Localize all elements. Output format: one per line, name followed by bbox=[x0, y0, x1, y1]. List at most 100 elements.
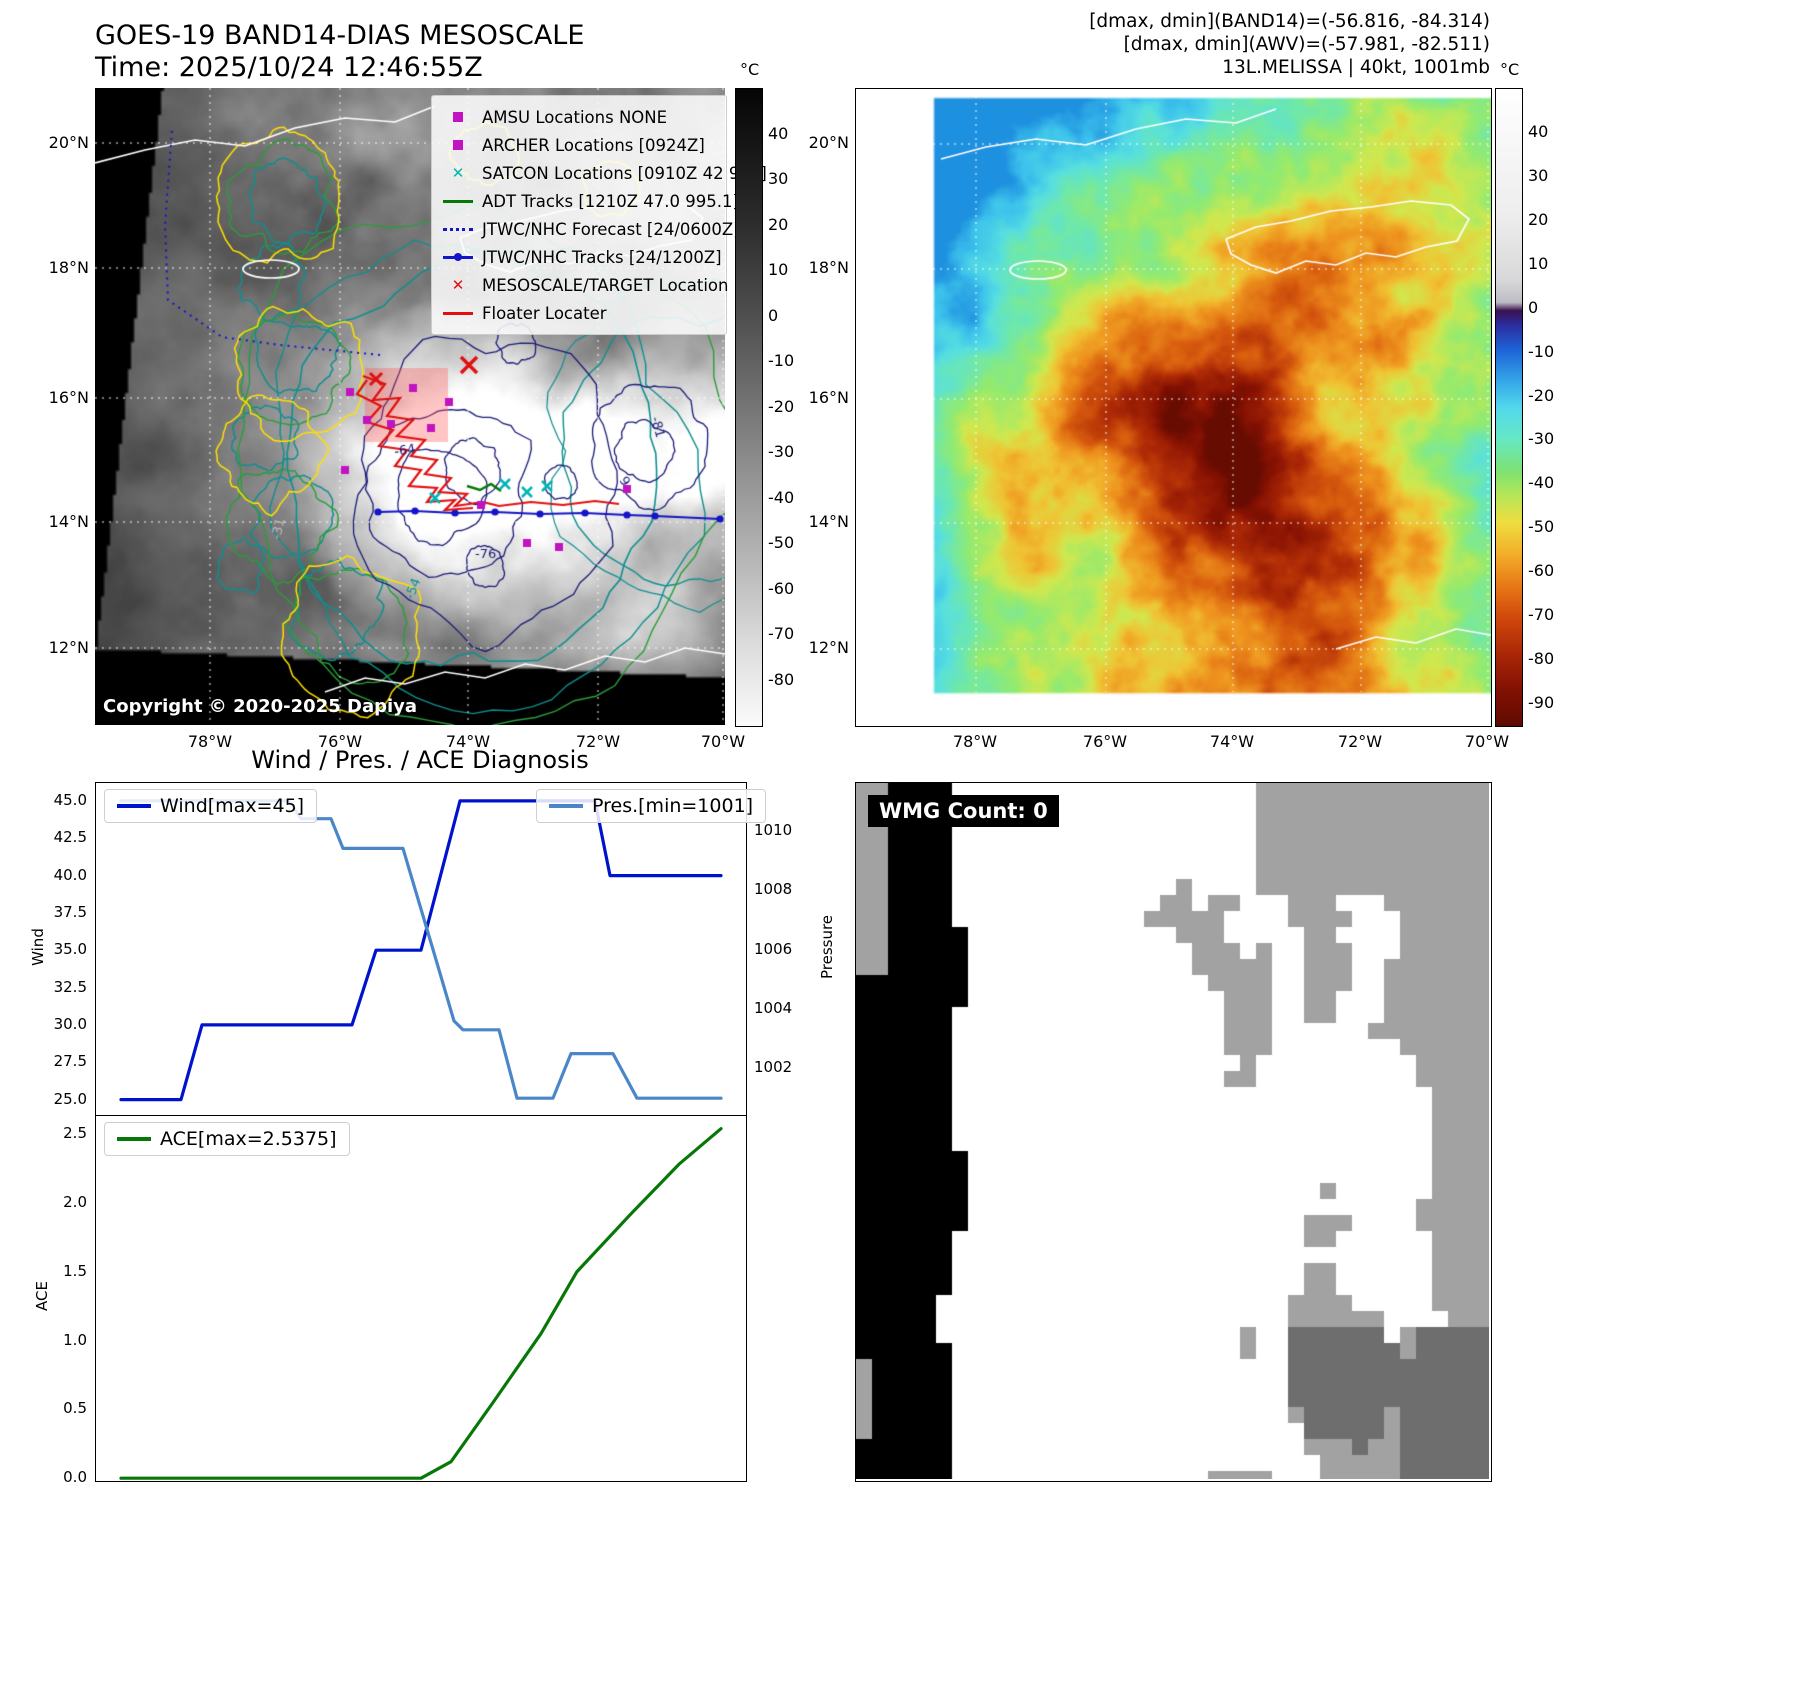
pressure-ytick-label: 1010 bbox=[754, 820, 793, 839]
wmg-count-label: WMG Count: 0 bbox=[868, 795, 1059, 827]
colorbar-tick-label: 0 bbox=[768, 305, 779, 325]
lon-tick-label: 74°W bbox=[445, 732, 491, 751]
colorbar-tick-label: -70 bbox=[1528, 605, 1555, 625]
ace-ytick-label: 0.5 bbox=[63, 1399, 87, 1418]
colorbar-tick-label: -80 bbox=[1528, 649, 1555, 669]
colorbar-tick-label: -60 bbox=[1528, 561, 1555, 581]
panel2-header: [dmax, dmin](BAND14)=(-56.816, -84.314)[… bbox=[970, 10, 1490, 79]
wind-pressure-chart bbox=[95, 782, 747, 1117]
legend-item-label: AMSU Locations NONE bbox=[482, 107, 668, 127]
ace-chart bbox=[95, 1115, 747, 1482]
panel1-title: GOES-19 BAND14-DIAS MESOSCALE bbox=[95, 20, 585, 51]
lon-tick-label: 78°W bbox=[952, 732, 998, 751]
pressure-line-sample bbox=[549, 804, 583, 808]
line-dot-marker-icon bbox=[440, 252, 476, 261]
wind-ytick-label: 30.0 bbox=[53, 1014, 87, 1033]
legend-item-label: MESOSCALE/TARGET Location bbox=[482, 275, 729, 295]
legend-item: JTWC/NHC Tracks [24/1200Z] bbox=[440, 243, 722, 271]
colorbar-tick-label: -20 bbox=[1528, 385, 1555, 405]
lat-tick-label: 12°N bbox=[48, 637, 89, 657]
series-ace bbox=[119, 1127, 723, 1480]
colorbar-tick-label: 0 bbox=[1528, 297, 1539, 317]
colorbar-tick-label: 30 bbox=[1528, 165, 1549, 185]
wind-legend-label: Wind[max=45] bbox=[160, 795, 305, 817]
colorbar-tick-label: -50 bbox=[768, 533, 795, 552]
ace-ytick-label: 1.0 bbox=[63, 1330, 87, 1349]
wind-ytick-label: 42.5 bbox=[53, 828, 87, 847]
legend-item: JTWC/NHC Forecast [24/0600Z] bbox=[440, 215, 740, 243]
band14-colorbar-unit: °C bbox=[740, 60, 760, 79]
lon-tick-label: 72°W bbox=[575, 732, 621, 751]
lon-tick-label: 76°W bbox=[317, 732, 363, 751]
lon-tick-label: 72°W bbox=[1337, 732, 1383, 751]
copyright-text: Copyright © 2020-2025 Dapiya bbox=[103, 696, 418, 717]
legend-item-label: ADT Tracks [1210Z 47.0 995.1] bbox=[482, 191, 739, 211]
colorbar-tick-label: -60 bbox=[768, 578, 795, 598]
band14-map-panel: AMSU Locations NONE ARCHER Locations [092… bbox=[95, 88, 767, 725]
colorbar-tick-label: -10 bbox=[1528, 341, 1555, 361]
pressure-ytick-label: 1006 bbox=[754, 939, 793, 958]
wind-ytick-label: 27.5 bbox=[53, 1052, 87, 1071]
square-marker-icon bbox=[440, 112, 476, 122]
line-marker-icon bbox=[440, 199, 476, 203]
legend-item-label: JTWC/NHC Forecast [24/0600Z] bbox=[482, 219, 740, 239]
colorbar-tick-label: -40 bbox=[1528, 473, 1555, 493]
lat-tick-label: 16°N bbox=[808, 388, 849, 408]
lon-tick-label: 70°W bbox=[1464, 732, 1510, 751]
lat-tick-label: 20°N bbox=[48, 132, 89, 152]
legend-item-label: JTWC/NHC Tracks [24/1200Z] bbox=[482, 247, 722, 267]
ace-legend-label: ACE[max=2.5375] bbox=[160, 1128, 337, 1150]
colorbar-tick-label: 40 bbox=[1528, 121, 1549, 141]
pressure-ytick-label: 1008 bbox=[754, 880, 793, 899]
colorbar-tick-label: -70 bbox=[768, 624, 795, 643]
wind-ytick-label: 37.5 bbox=[53, 902, 87, 921]
colorbar-tick-label: -90 bbox=[1528, 693, 1555, 713]
awv-map-panel bbox=[855, 88, 1492, 727]
lat-tick-label: 16°N bbox=[48, 388, 89, 408]
header-line: [dmax, dmin](AWV)=(-57.981, -82.511) bbox=[1123, 34, 1490, 55]
legend-item-label: Floater Locater bbox=[482, 303, 607, 323]
wind-line-sample bbox=[117, 804, 151, 808]
colorbar-tick-label: -40 bbox=[768, 487, 795, 507]
wind-ytick-label: 32.5 bbox=[53, 977, 87, 996]
lon-tick-label: 70°W bbox=[700, 732, 746, 751]
map-legend: AMSU Locations NONE ARCHER Locations [092… bbox=[431, 95, 767, 335]
colorbar-tick-label: 10 bbox=[1528, 253, 1549, 273]
colorbar-tick-label: 20 bbox=[768, 214, 789, 234]
pressure-ytick-label: 1004 bbox=[754, 998, 793, 1017]
lat-tick-label: 18°N bbox=[48, 258, 89, 278]
awv-colorbar bbox=[1495, 88, 1523, 727]
square-marker-icon bbox=[440, 140, 476, 150]
wind-ytick-label: 25.0 bbox=[53, 1089, 87, 1108]
legend-item: AMSU Locations NONE bbox=[440, 103, 718, 131]
lat-tick-label: 14°N bbox=[48, 511, 89, 531]
colorbar-tick-label: -80 bbox=[768, 669, 795, 689]
lat-tick-label: 20°N bbox=[808, 132, 849, 152]
colorbar-tick-label: -10 bbox=[768, 351, 795, 370]
legend-item: ✕ SATCON Locations [0910Z 42 998] bbox=[440, 159, 767, 187]
ace-ytick-label: 0.0 bbox=[63, 1468, 87, 1487]
pressure-ytick-label: 1002 bbox=[754, 1058, 793, 1077]
lon-tick-label: 78°W bbox=[187, 732, 233, 751]
colorbar-tick-label: 30 bbox=[768, 169, 789, 188]
legend-item-label: ARCHER Locations [0924Z] bbox=[482, 135, 705, 155]
colorbar-tick-label: -50 bbox=[1528, 517, 1555, 537]
wind-legend: Wind[max=45] bbox=[104, 789, 318, 823]
pressure-axis-label: Pressure bbox=[818, 914, 836, 980]
colorbar-tick-label: -30 bbox=[768, 442, 795, 461]
lon-tick-label: 76°W bbox=[1082, 732, 1128, 751]
pressure-legend: Pres.[min=1001] bbox=[536, 789, 767, 823]
band14-colorbar bbox=[735, 88, 763, 727]
ace-line-sample bbox=[117, 1137, 151, 1141]
colorbar-tick-label: -20 bbox=[768, 396, 795, 416]
header-line: 13L.MELISSA | 40kt, 1001mb bbox=[1222, 57, 1490, 78]
legend-item: ADT Tracks [1210Z 47.0 995.1] bbox=[440, 187, 739, 215]
legend-item-label: SATCON Locations [0910Z 42 998] bbox=[482, 163, 767, 183]
diagnosis-title: Wind / Pres. / ACE Diagnosis bbox=[251, 746, 589, 774]
colorbar-tick-label: -30 bbox=[1528, 429, 1555, 449]
lat-tick-label: 18°N bbox=[808, 258, 849, 278]
legend-item: ✕ MESOSCALE/TARGET Location bbox=[440, 271, 729, 299]
wind-ytick-label: 35.0 bbox=[53, 940, 87, 959]
awv-colorbar-unit: °C bbox=[1500, 60, 1520, 79]
wmg-panel: WMG Count: 0 bbox=[855, 782, 1492, 1482]
